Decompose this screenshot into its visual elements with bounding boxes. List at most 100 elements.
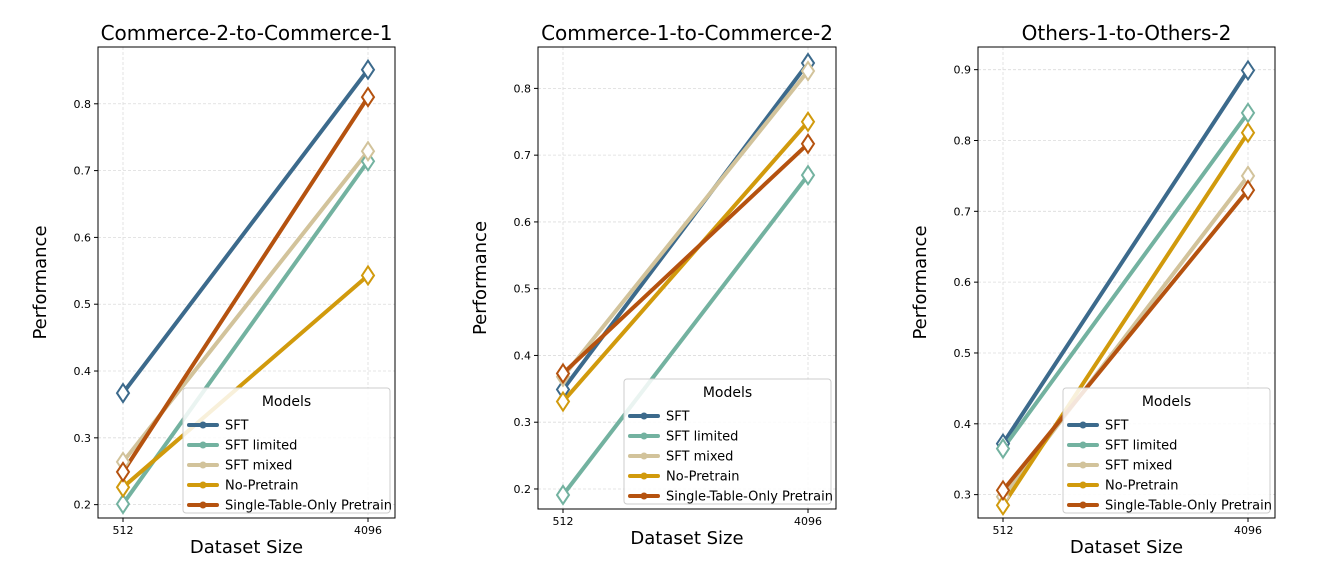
y-tick-label: 0.2: [74, 499, 92, 512]
series-line-1: [1001, 110, 1250, 451]
x-axis-label: Dataset Size: [1070, 537, 1183, 558]
plot-frame: [977, 46, 1276, 519]
y-axis-label: Performance: [470, 221, 491, 335]
x-axis-label: Dataset Size: [190, 537, 303, 558]
y-tick-label: 0.7: [514, 149, 532, 162]
y-tick-label: 0.5: [514, 283, 532, 296]
x-tick-label: 512: [113, 524, 134, 537]
legend-entry-label: Single-Table-Only Pretrain: [225, 499, 392, 514]
y-tick-label: 0.2: [514, 483, 532, 496]
legend-box: [182, 387, 391, 514]
x-tick-label: 4096: [1234, 524, 1262, 537]
legend-entry-label: SFT limited: [225, 439, 297, 454]
y-tick-label: 0.4: [74, 365, 92, 378]
legend-swatch-marker: [1079, 441, 1087, 449]
series-line-1: [561, 173, 810, 497]
chart-panel-3: 0.3 0.4 0.5 0.6 0.7 0.8 0.9 512 4096 Others-1-to-…: [910, 21, 1276, 558]
legend-entry-label: Single-Table-Only Pretrain: [666, 490, 833, 505]
y-tick-label: 0.3: [514, 416, 532, 429]
y-tick-label: 0.3: [74, 432, 92, 445]
data-point-marker: [800, 110, 816, 133]
data-point-marker: [360, 264, 376, 287]
series-line-4: [121, 95, 370, 474]
legend-entry-label: Single-Table-Only Pretrain: [1105, 499, 1272, 514]
legend-swatch-marker: [1079, 421, 1087, 429]
data-point-marker: [1240, 121, 1256, 144]
legend: Models SFT SFT limited SFT mixed No-Pretrain…: [623, 378, 833, 505]
y-tick-label: 0.6: [74, 231, 92, 244]
chart-title: Commerce-1-to-Commerce-2: [541, 21, 833, 45]
legend-swatch-marker: [640, 452, 648, 460]
series-line-1: [121, 159, 370, 506]
legend-swatch-marker: [199, 501, 207, 509]
data-point-marker: [1240, 179, 1256, 201]
legend-entry-label: SFT: [666, 410, 690, 425]
legend-swatch-marker: [199, 481, 207, 489]
data-point-marker: [995, 479, 1011, 502]
data-point-marker: [555, 362, 571, 385]
legend-swatch-marker: [640, 472, 648, 480]
legend-swatch-marker: [199, 421, 207, 429]
y-tick-label: 0.6: [954, 276, 972, 289]
series-line-0: [121, 67, 370, 396]
x-tick-label: 4096: [794, 515, 822, 528]
series-line-3: [121, 273, 370, 490]
series-line-3: [561, 119, 810, 404]
legend-title: Models: [262, 394, 311, 410]
data-point-marker: [115, 493, 131, 515]
y-tick-label: 0.8: [514, 82, 532, 95]
series-line-4: [1001, 188, 1250, 493]
legend-box: [1062, 387, 1271, 514]
chart-title: Commerce-2-to-Commerce-1: [101, 21, 393, 45]
legend-entry-label: SFT: [1105, 419, 1129, 434]
data-point-marker: [360, 86, 376, 108]
data-point-marker: [995, 437, 1011, 460]
legend-title: Models: [1142, 394, 1191, 410]
data-point-marker: [115, 476, 131, 499]
legend-swatch-marker: [1079, 501, 1087, 509]
x-tick-label: 4096: [354, 524, 382, 537]
legend-entry-label: No-Pretrain: [1105, 479, 1179, 494]
legend-swatch-marker: [640, 432, 648, 440]
legend-entry-label: SFT limited: [1105, 439, 1177, 454]
data-point-marker: [800, 60, 816, 82]
y-tick-label: 0.9: [954, 64, 972, 77]
data-point-marker: [360, 140, 376, 163]
legend-entry-label: No-Pretrain: [666, 470, 740, 485]
legend-entry-label: SFT limited: [666, 430, 738, 445]
series-line-2: [561, 69, 810, 379]
legend-swatch-marker: [640, 492, 648, 500]
y-tick-label: 0.7: [954, 205, 972, 218]
data-point-marker: [115, 461, 131, 483]
series-line-0: [1001, 68, 1250, 446]
data-point-marker: [800, 164, 816, 186]
series-line-4: [561, 141, 810, 376]
legend-swatch-marker: [1079, 481, 1087, 489]
y-axis-label: Performance: [910, 225, 931, 339]
data-point-marker: [800, 133, 816, 155]
data-point-marker: [360, 58, 376, 81]
legend-entry-label: SFT: [225, 419, 249, 434]
legend-swatch-marker: [640, 412, 648, 420]
y-tick-label: 0.8: [74, 98, 92, 111]
chart-panel-2: 0.2 0.3 0.4 0.5 0.6 0.7 0.8 512 4096 Commerce-1-t…: [470, 21, 837, 549]
legend-swatch-marker: [199, 461, 207, 469]
x-tick-label: 512: [553, 515, 574, 528]
y-tick-label: 0.4: [514, 349, 532, 362]
y-tick-label: 0.3: [954, 489, 972, 502]
legend-swatch-marker: [1079, 461, 1087, 469]
legend-entry-label: No-Pretrain: [225, 479, 299, 494]
x-tick-label: 512: [993, 524, 1014, 537]
data-point-marker: [995, 494, 1011, 517]
legend-box: [623, 378, 832, 505]
data-point-marker: [1240, 102, 1256, 124]
chart-panel-1: 0.2 0.3 0.4 0.5 0.6 0.7 0.8 512 4096 Commerce-2-t…: [30, 21, 396, 558]
legend: Models SFT SFT limited SFT mixed No-Pretrain…: [1062, 387, 1272, 514]
plot-frame: [537, 46, 837, 510]
data-point-marker: [115, 382, 131, 404]
x-axis-label: Dataset Size: [630, 528, 743, 549]
legend-entry-label: SFT mixed: [666, 450, 733, 465]
chart-title: Others-1-to-Others-2: [1022, 21, 1232, 45]
plot-frame: [97, 46, 396, 519]
